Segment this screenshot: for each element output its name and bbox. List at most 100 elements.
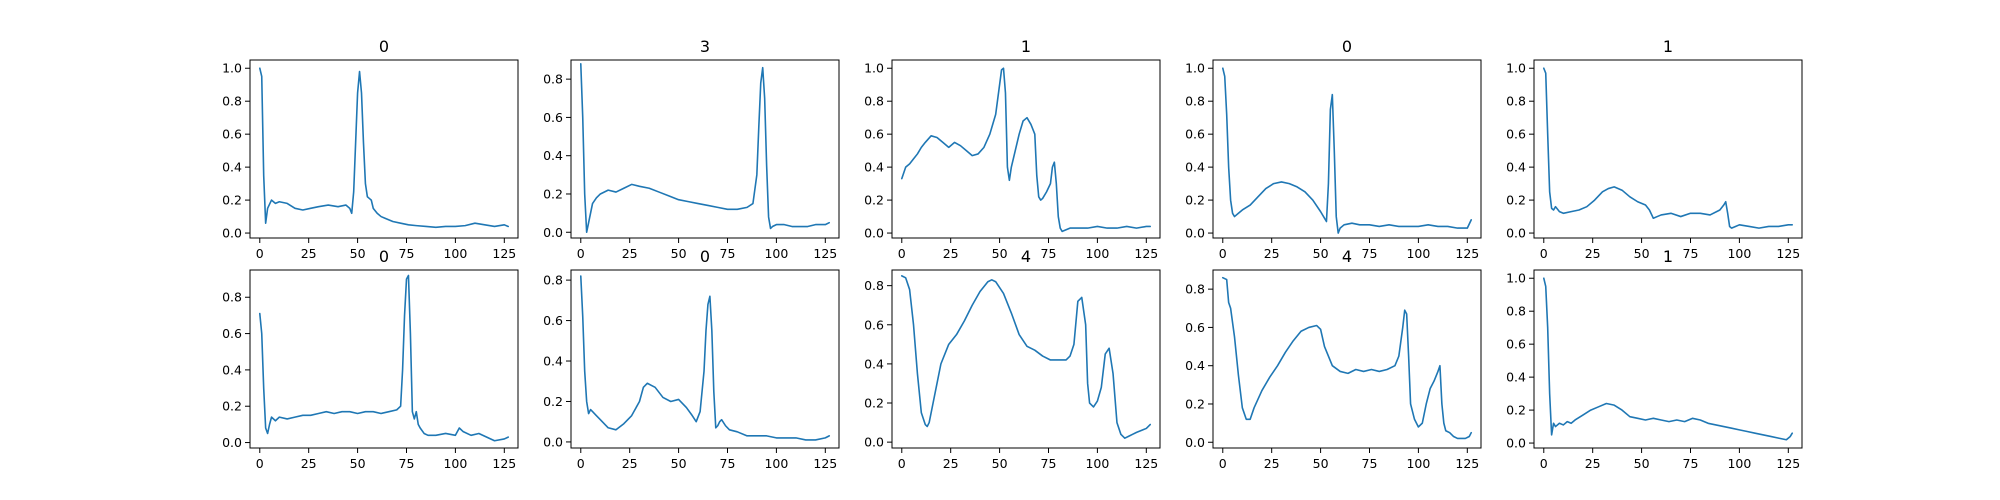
- x-tick-label: 125: [1134, 246, 1158, 261]
- y-tick-label: 0.8: [1506, 304, 1526, 319]
- plot-frame: [249, 269, 519, 449]
- x-tick-label: 0: [256, 246, 264, 261]
- x-tick-label: 125: [1455, 246, 1479, 261]
- series-line: [1221, 67, 1473, 234]
- subplot-title: 0: [379, 247, 389, 266]
- x-tick-label: 50: [671, 246, 687, 261]
- y-tick-label: 0.0: [1506, 436, 1526, 451]
- series-line: [900, 275, 1152, 440]
- plot-frame: [570, 59, 840, 239]
- x-tick-label: 75: [1041, 246, 1057, 261]
- y-tick-label: 0.2: [1185, 193, 1205, 208]
- subplot-title: 0: [700, 247, 710, 266]
- y-tick-label: 0.0: [543, 434, 563, 449]
- subplot-title: 4: [1342, 247, 1352, 266]
- x-tick-label: 100: [1085, 246, 1109, 261]
- y-tick-label: 0.4: [222, 362, 242, 377]
- x-tick-label: 25: [622, 246, 638, 261]
- x-tick-label: 100: [1727, 246, 1751, 261]
- y-tick-label: 1.0: [1506, 271, 1526, 286]
- x-tick-label: 25: [1585, 456, 1601, 471]
- x-tick-label: 100: [1406, 456, 1430, 471]
- x-tick-label: 25: [301, 246, 317, 261]
- y-tick-label: 0.0: [543, 225, 563, 240]
- y-tick-label: 0.0: [1506, 226, 1526, 241]
- x-tick-label: 75: [399, 246, 415, 261]
- series-line: [258, 67, 510, 229]
- y-tick-label: 1.0: [1185, 61, 1205, 76]
- x-tick-label: 25: [1264, 246, 1280, 261]
- plot-frame: [1533, 269, 1803, 449]
- y-tick-label: 0.6: [1185, 320, 1205, 335]
- x-tick-label: 75: [1683, 456, 1699, 471]
- x-tick-label: 75: [1362, 456, 1378, 471]
- x-tick-label: 25: [1585, 246, 1601, 261]
- plot-frame: [1212, 59, 1482, 239]
- y-tick-label: 0.2: [1185, 396, 1205, 411]
- y-tick-label: 0.4: [543, 354, 563, 369]
- x-tick-label: 0: [1540, 246, 1548, 261]
- series-line: [579, 275, 831, 441]
- y-tick-label: 0.4: [864, 160, 884, 175]
- series-line: [1542, 67, 1794, 229]
- subplot-title: 1: [1021, 37, 1031, 56]
- subplot-2: 0 25 50 75 100 125 0.0 0.2 0.4 0.6 0.8 3: [543, 37, 840, 261]
- plot-frame: [891, 269, 1161, 449]
- x-tick-label: 50: [1634, 246, 1650, 261]
- y-tick-label: 0.8: [1185, 94, 1205, 109]
- subplot-3: 0 25 50 75 100 125 0.0 0.2 0.4 0.6 0.8 1.0 1: [864, 37, 1161, 261]
- y-tick-label: 0.2: [864, 193, 884, 208]
- x-tick-label: 75: [720, 246, 736, 261]
- subplot-7: 0 25 50 75 100 125 0.0 0.2 0.4 0.6 0.8 0: [543, 247, 840, 471]
- subplot-4: 0 25 50 75 100 125 0.0 0.2 0.4 0.6 0.8 1.0 0: [1185, 37, 1482, 261]
- y-tick-label: 0.4: [543, 148, 563, 163]
- series-line: [579, 63, 831, 234]
- x-tick-label: 75: [1362, 246, 1378, 261]
- y-tick-label: 1.0: [1506, 61, 1526, 76]
- plot-frame: [1533, 59, 1803, 239]
- x-tick-label: 100: [1406, 246, 1430, 261]
- x-tick-label: 50: [992, 246, 1008, 261]
- x-tick-label: 0: [898, 246, 906, 261]
- x-tick-label: 0: [1219, 456, 1227, 471]
- x-tick-label: 50: [992, 456, 1008, 471]
- series-line: [258, 274, 510, 442]
- y-tick-label: 0.6: [864, 317, 884, 332]
- plot-frame: [570, 269, 840, 449]
- subplot-10: 0 25 50 75 100 125 0.0 0.2 0.4 0.6 0.8 1.0 1: [1506, 247, 1803, 471]
- x-tick-label: 75: [399, 456, 415, 471]
- x-tick-label: 0: [577, 246, 585, 261]
- y-tick-label: 0.8: [864, 278, 884, 293]
- y-tick-label: 1.0: [864, 61, 884, 76]
- y-tick-label: 0.6: [1185, 127, 1205, 142]
- series-line: [1221, 276, 1473, 440]
- y-tick-label: 0.6: [543, 110, 563, 125]
- subplot-title: 1: [1663, 37, 1673, 56]
- x-tick-label: 50: [1313, 456, 1329, 471]
- y-tick-label: 0.6: [222, 127, 242, 142]
- x-tick-label: 25: [622, 456, 638, 471]
- x-tick-label: 100: [1085, 456, 1109, 471]
- x-tick-label: 125: [1134, 456, 1158, 471]
- x-tick-label: 0: [898, 456, 906, 471]
- x-tick-label: 50: [671, 456, 687, 471]
- x-tick-label: 125: [813, 246, 837, 261]
- y-tick-label: 0.6: [222, 326, 242, 341]
- y-tick-label: 0.2: [1506, 403, 1526, 418]
- x-tick-label: 100: [443, 246, 467, 261]
- plot-frame: [1212, 269, 1482, 449]
- series-line: [900, 67, 1152, 233]
- y-tick-label: 0.8: [543, 273, 563, 288]
- y-tick-label: 0.4: [1506, 370, 1526, 385]
- y-tick-label: 0.6: [1506, 127, 1526, 142]
- y-tick-label: 0.6: [543, 313, 563, 328]
- y-tick-label: 0.4: [864, 356, 884, 371]
- x-tick-label: 100: [764, 246, 788, 261]
- subplot-5: 0 25 50 75 100 125 0.0 0.2 0.4 0.6 0.8 1.0 1: [1506, 37, 1803, 261]
- x-tick-label: 125: [1455, 456, 1479, 471]
- x-tick-label: 50: [350, 246, 366, 261]
- y-tick-label: 0.8: [1185, 282, 1205, 297]
- x-tick-label: 0: [1540, 456, 1548, 471]
- y-tick-label: 0.6: [1506, 337, 1526, 352]
